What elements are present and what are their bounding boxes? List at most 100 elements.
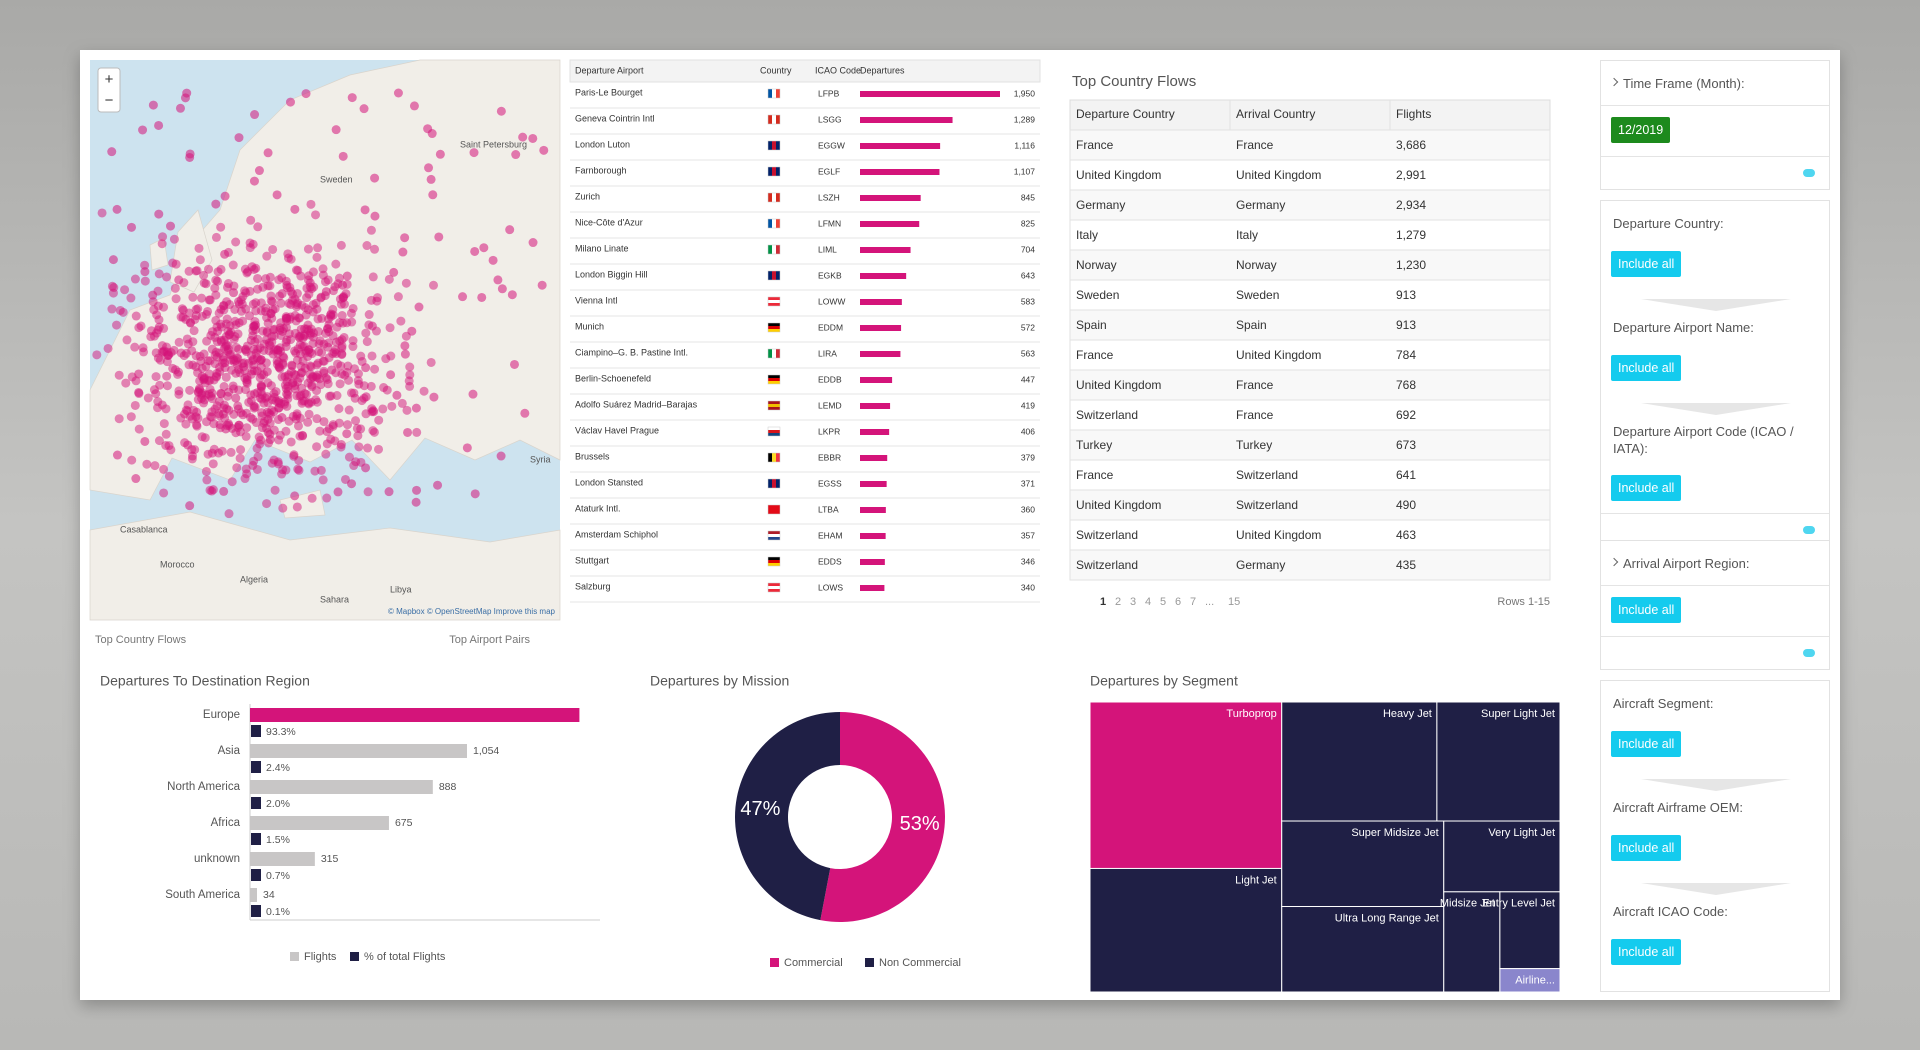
filter-label: Departure Airport Name: bbox=[1613, 320, 1754, 335]
flag-stripe bbox=[768, 89, 772, 98]
zoom-out-button[interactable]: − bbox=[105, 92, 114, 109]
map-point bbox=[319, 417, 329, 427]
departures-value: 447 bbox=[1021, 374, 1035, 384]
flag bbox=[767, 244, 781, 255]
map-point bbox=[496, 451, 506, 461]
map-point bbox=[488, 255, 498, 265]
map-label: Sahara bbox=[320, 594, 349, 604]
page-link[interactable]: 5 bbox=[1160, 596, 1166, 608]
map-point bbox=[211, 232, 221, 242]
filter-button[interactable]: Include all bbox=[1611, 475, 1682, 501]
flag-border bbox=[767, 322, 781, 333]
page-link[interactable]: 4 bbox=[1145, 596, 1151, 608]
percent-marker bbox=[251, 725, 261, 737]
map-point bbox=[361, 392, 371, 402]
map-point bbox=[333, 487, 343, 497]
map-point bbox=[435, 149, 445, 159]
map-point bbox=[151, 372, 161, 382]
icao-code: EHAM bbox=[818, 530, 843, 540]
collapse-toggle[interactable] bbox=[1803, 649, 1815, 657]
map-point bbox=[267, 458, 277, 468]
map-point bbox=[276, 298, 286, 308]
map-point bbox=[292, 502, 302, 512]
flag bbox=[767, 348, 781, 359]
legend-label: Commercial bbox=[784, 957, 843, 969]
map-point bbox=[381, 354, 391, 364]
map-point bbox=[241, 464, 251, 474]
page-link[interactable]: 1 bbox=[1100, 596, 1106, 608]
filter-button[interactable]: Include all bbox=[1611, 731, 1682, 757]
map-point bbox=[127, 222, 137, 232]
filter-button[interactable]: 12/2019 bbox=[1611, 117, 1671, 143]
filter-button[interactable]: Include all bbox=[1611, 597, 1682, 623]
map-point bbox=[426, 357, 436, 367]
map-point bbox=[231, 320, 241, 330]
legend-swatch bbox=[865, 958, 874, 967]
map-point bbox=[265, 272, 275, 282]
treemap-label: Airline... bbox=[1515, 975, 1555, 987]
map-point bbox=[216, 388, 226, 398]
table-cell: Italy bbox=[1076, 228, 1098, 242]
map-point bbox=[219, 382, 229, 392]
table-cell: France bbox=[1076, 468, 1114, 482]
chevron[interactable] bbox=[1609, 77, 1619, 87]
map-point bbox=[403, 427, 413, 437]
map-point bbox=[336, 440, 346, 450]
map-point bbox=[302, 293, 312, 303]
collapse-toggle[interactable] bbox=[1803, 169, 1815, 177]
flag-border bbox=[767, 504, 781, 515]
filter-group: Arrival Airport Region: Include all bbox=[1600, 540, 1830, 670]
page-link[interactable]: 7 bbox=[1190, 596, 1196, 608]
map-point bbox=[232, 463, 242, 473]
map-point bbox=[281, 465, 291, 475]
map-point bbox=[364, 310, 374, 320]
map-point bbox=[294, 465, 304, 475]
zoom-in-button[interactable]: + bbox=[105, 71, 114, 88]
flag-border bbox=[767, 556, 781, 567]
map-point bbox=[162, 272, 172, 282]
tab[interactable]: Top Airport Pairs bbox=[449, 634, 530, 646]
flag-stripe bbox=[768, 381, 780, 384]
table-cell: 784 bbox=[1396, 348, 1416, 362]
table-row bbox=[1069, 189, 1551, 221]
collapse-toggle[interactable] bbox=[1803, 526, 1815, 534]
map-point bbox=[219, 344, 229, 354]
icao-code: EGSS bbox=[818, 478, 842, 488]
departures-bar bbox=[860, 143, 941, 149]
table-cell: Sweden bbox=[1076, 288, 1119, 302]
map-point bbox=[509, 359, 519, 369]
map-point bbox=[215, 411, 225, 421]
departures-value: 357 bbox=[1021, 530, 1035, 540]
page-link[interactable]: 3 bbox=[1130, 596, 1136, 608]
map-point bbox=[468, 389, 478, 399]
map-point bbox=[229, 288, 239, 298]
map-point bbox=[361, 363, 371, 373]
flag-stripe bbox=[768, 141, 772, 150]
table-row bbox=[1069, 519, 1551, 551]
filter-button[interactable]: Include all bbox=[1611, 251, 1682, 277]
percent-marker bbox=[251, 833, 261, 845]
page-link[interactable]: ... bbox=[1205, 596, 1214, 608]
departures-bar bbox=[860, 429, 890, 435]
departures-value: 1,116 bbox=[1014, 140, 1035, 150]
map-point bbox=[241, 431, 251, 441]
map-point bbox=[312, 414, 322, 424]
flag-stripe bbox=[776, 141, 780, 150]
page-link[interactable]: 2 bbox=[1115, 596, 1121, 608]
table-row bbox=[1069, 219, 1551, 251]
tab[interactable]: Top Country Flows bbox=[95, 634, 187, 646]
filter-button[interactable]: Include all bbox=[1611, 355, 1682, 381]
page-link[interactable]: 6 bbox=[1175, 596, 1181, 608]
filter-button[interactable]: Include all bbox=[1611, 835, 1682, 861]
map-point bbox=[140, 276, 150, 286]
map-point bbox=[185, 385, 195, 395]
map-point bbox=[274, 435, 284, 445]
page-link[interactable]: 15 bbox=[1228, 596, 1240, 608]
map-point bbox=[374, 444, 384, 454]
flag-stripe bbox=[768, 303, 780, 306]
chevron[interactable] bbox=[1609, 557, 1619, 567]
map-point bbox=[254, 432, 264, 442]
treemap-cell bbox=[1089, 701, 1283, 869]
table-cell: United Kingdom bbox=[1236, 528, 1321, 542]
filter-button[interactable]: Include all bbox=[1611, 939, 1682, 965]
